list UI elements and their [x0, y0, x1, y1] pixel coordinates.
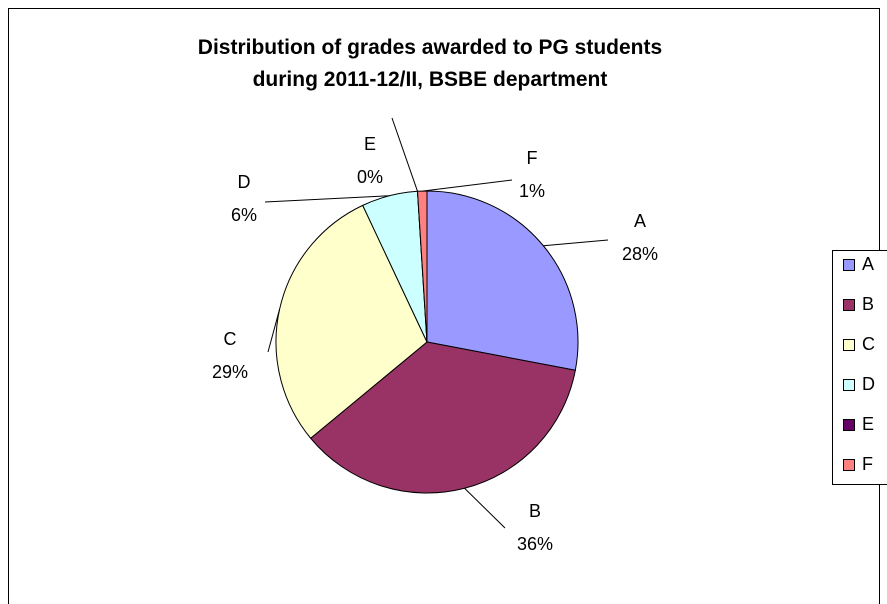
legend-label: B: [862, 294, 874, 314]
legend-label: F: [862, 454, 873, 474]
leader-line: [267, 308, 281, 353]
data-label: 36%: [517, 534, 553, 554]
pie-slice: [426, 190, 579, 371]
data-label-name: F: [527, 148, 538, 168]
legend-swatch: [843, 339, 855, 351]
leader-line: [464, 487, 506, 529]
data-label: 1%: [519, 181, 545, 201]
data-label-name: B: [529, 501, 541, 521]
leader-line: [543, 239, 609, 247]
leader-line: [264, 195, 390, 203]
chart-title: Distribution of grades awarded to PG stu…: [198, 36, 662, 91]
data-label: 29%: [212, 362, 248, 382]
legend-swatch: [843, 379, 855, 391]
legend-label: A: [862, 254, 874, 274]
data-label: 28%: [622, 244, 658, 264]
pie-slice: [309, 341, 576, 494]
data-label-name: D: [238, 172, 251, 192]
legend-label: E: [862, 414, 874, 434]
legend-label: D: [862, 374, 875, 394]
pie-slice: [275, 204, 428, 439]
data-label: 6%: [231, 205, 257, 225]
data-label-name: C: [224, 329, 237, 349]
leader-line: [422, 179, 513, 192]
legend-swatch: [843, 419, 855, 431]
legend-swatch: [843, 459, 855, 471]
legend-swatch: [843, 299, 855, 311]
legend-box: [832, 250, 887, 485]
legend-swatch: [843, 259, 855, 271]
data-label-name: A: [634, 211, 646, 231]
data-label: 0%: [357, 167, 383, 187]
legend-label: C: [862, 334, 875, 354]
leader-line: [391, 117, 418, 192]
data-label-name: E: [364, 134, 376, 154]
